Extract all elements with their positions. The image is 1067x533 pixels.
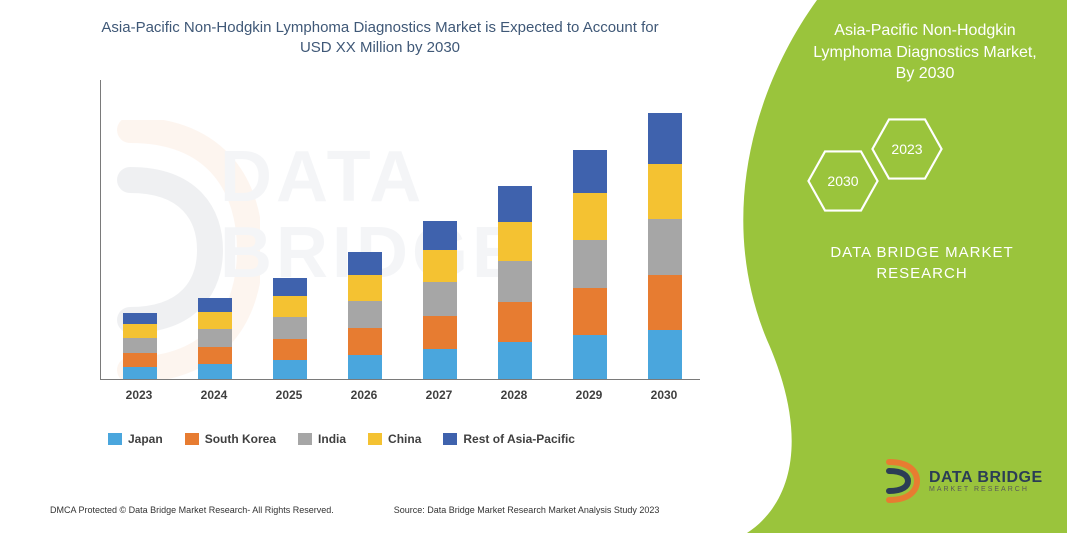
bar-seg-china: [648, 164, 682, 219]
bar-seg-india: [273, 317, 307, 339]
bar-seg-china: [498, 222, 532, 261]
bar-seg-south-korea: [198, 347, 232, 364]
legend-label: Japan: [128, 432, 163, 446]
bar-seg-rest-of-asia-pacific: [348, 252, 382, 275]
legend-swatch-icon: [108, 433, 122, 445]
bar-seg-south-korea: [648, 275, 682, 330]
xlabel-2028: 2028: [484, 388, 544, 402]
legend-item-rest-of-asia-pacific: Rest of Asia-Pacific: [443, 432, 575, 446]
legend-item-china: China: [368, 432, 421, 446]
logo-secondary: MARKET RESEARCH: [929, 486, 1043, 493]
bar-seg-south-korea: [573, 288, 607, 335]
xlabel-2030: 2030: [634, 388, 694, 402]
bar-seg-rest-of-asia-pacific: [198, 298, 232, 312]
xlabel-2026: 2026: [334, 388, 394, 402]
bar-seg-japan: [348, 355, 382, 379]
legend-swatch-icon: [368, 433, 382, 445]
bar-2027: [423, 221, 457, 379]
bar-seg-rest-of-asia-pacific: [273, 278, 307, 296]
hex-2030-label: 2030: [807, 150, 879, 212]
bar-2023: [123, 313, 157, 379]
legend-item-japan: Japan: [108, 432, 163, 446]
bar-seg-china: [573, 193, 607, 240]
bar-seg-rest-of-asia-pacific: [123, 313, 157, 324]
logo: DATA BRIDGE MARKET RESEARCH: [883, 457, 1043, 505]
bar-seg-china: [348, 275, 382, 301]
bar-seg-india: [423, 282, 457, 316]
bar-seg-south-korea: [423, 316, 457, 349]
bar-seg-china: [123, 324, 157, 338]
bar-seg-japan: [123, 367, 157, 379]
chart-title: Asia-Pacific Non-Hodgkin Lymphoma Diagno…: [100, 18, 660, 59]
legend-item-india: India: [298, 432, 346, 446]
hex-2023-label: 2023: [871, 118, 943, 180]
legend-label: China: [388, 432, 421, 446]
bar-seg-south-korea: [123, 353, 157, 367]
logo-mark-icon: [883, 459, 921, 503]
right-panel-title: Asia-Pacific Non-Hodgkin Lymphoma Diagno…: [805, 20, 1045, 85]
bar-seg-india: [648, 219, 682, 275]
bar-seg-japan: [573, 335, 607, 379]
right-panel: Asia-Pacific Non-Hodgkin Lymphoma Diagno…: [737, 0, 1067, 533]
xlabel-2027: 2027: [409, 388, 469, 402]
footer-source: Source: Data Bridge Market Research Mark…: [394, 505, 660, 515]
bar-2026: [348, 252, 382, 379]
xlabel-2029: 2029: [559, 388, 619, 402]
legend-swatch-icon: [298, 433, 312, 445]
legend-label: South Korea: [205, 432, 276, 446]
xlabel-2024: 2024: [184, 388, 244, 402]
legend-swatch-icon: [185, 433, 199, 445]
bar-seg-rest-of-asia-pacific: [648, 113, 682, 164]
right-brand-text: DATA BRIDGE MARKET RESEARCH: [817, 242, 1027, 284]
bar-seg-japan: [423, 349, 457, 379]
legend-swatch-icon: [443, 433, 457, 445]
bar-2025: [273, 278, 307, 379]
bar-seg-rest-of-asia-pacific: [573, 150, 607, 193]
bar-seg-south-korea: [348, 328, 382, 355]
bar-seg-japan: [273, 360, 307, 379]
footer: DMCA Protected © Data Bridge Market Rese…: [50, 505, 730, 515]
bar-seg-india: [498, 261, 532, 302]
bar-seg-india: [348, 301, 382, 328]
chart-plot: [100, 80, 700, 380]
legend-label: India: [318, 432, 346, 446]
bar-seg-japan: [198, 364, 232, 379]
chart-legend: Japan South Korea India China Rest of Asia-P…: [108, 432, 708, 446]
xlabel-2023: 2023: [109, 388, 169, 402]
bar-seg-india: [123, 338, 157, 353]
bar-seg-south-korea: [498, 302, 532, 342]
bar-seg-japan: [648, 330, 682, 379]
logo-text: DATA BRIDGE MARKET RESEARCH: [929, 470, 1043, 493]
chart-area: 2023 2024 2025 2026 2027 2028 2029 2030: [100, 80, 700, 410]
bar-seg-japan: [498, 342, 532, 379]
bar-seg-china: [273, 296, 307, 317]
logo-primary: DATA BRIDGE: [929, 470, 1043, 486]
xlabel-2025: 2025: [259, 388, 319, 402]
left-panel: Asia-Pacific Non-Hodgkin Lymphoma Diagno…: [0, 0, 760, 533]
hex-2023: 2023: [871, 118, 943, 180]
bar-seg-china: [198, 312, 232, 329]
legend-item-south-korea: South Korea: [185, 432, 276, 446]
bar-2029: [573, 150, 607, 379]
bar-2028: [498, 186, 532, 379]
footer-dmca: DMCA Protected © Data Bridge Market Rese…: [50, 505, 334, 515]
bar-seg-india: [573, 240, 607, 288]
bar-seg-south-korea: [273, 339, 307, 360]
legend-label: Rest of Asia-Pacific: [463, 432, 575, 446]
bar-seg-india: [198, 329, 232, 347]
bar-2030: [648, 113, 682, 379]
bar-seg-rest-of-asia-pacific: [498, 186, 532, 222]
year-hexagons: 2030 2023: [807, 118, 977, 228]
bar-seg-china: [423, 250, 457, 282]
bar-2024: [198, 298, 232, 379]
bar-seg-rest-of-asia-pacific: [423, 221, 457, 250]
hex-2030: 2030: [807, 150, 879, 212]
